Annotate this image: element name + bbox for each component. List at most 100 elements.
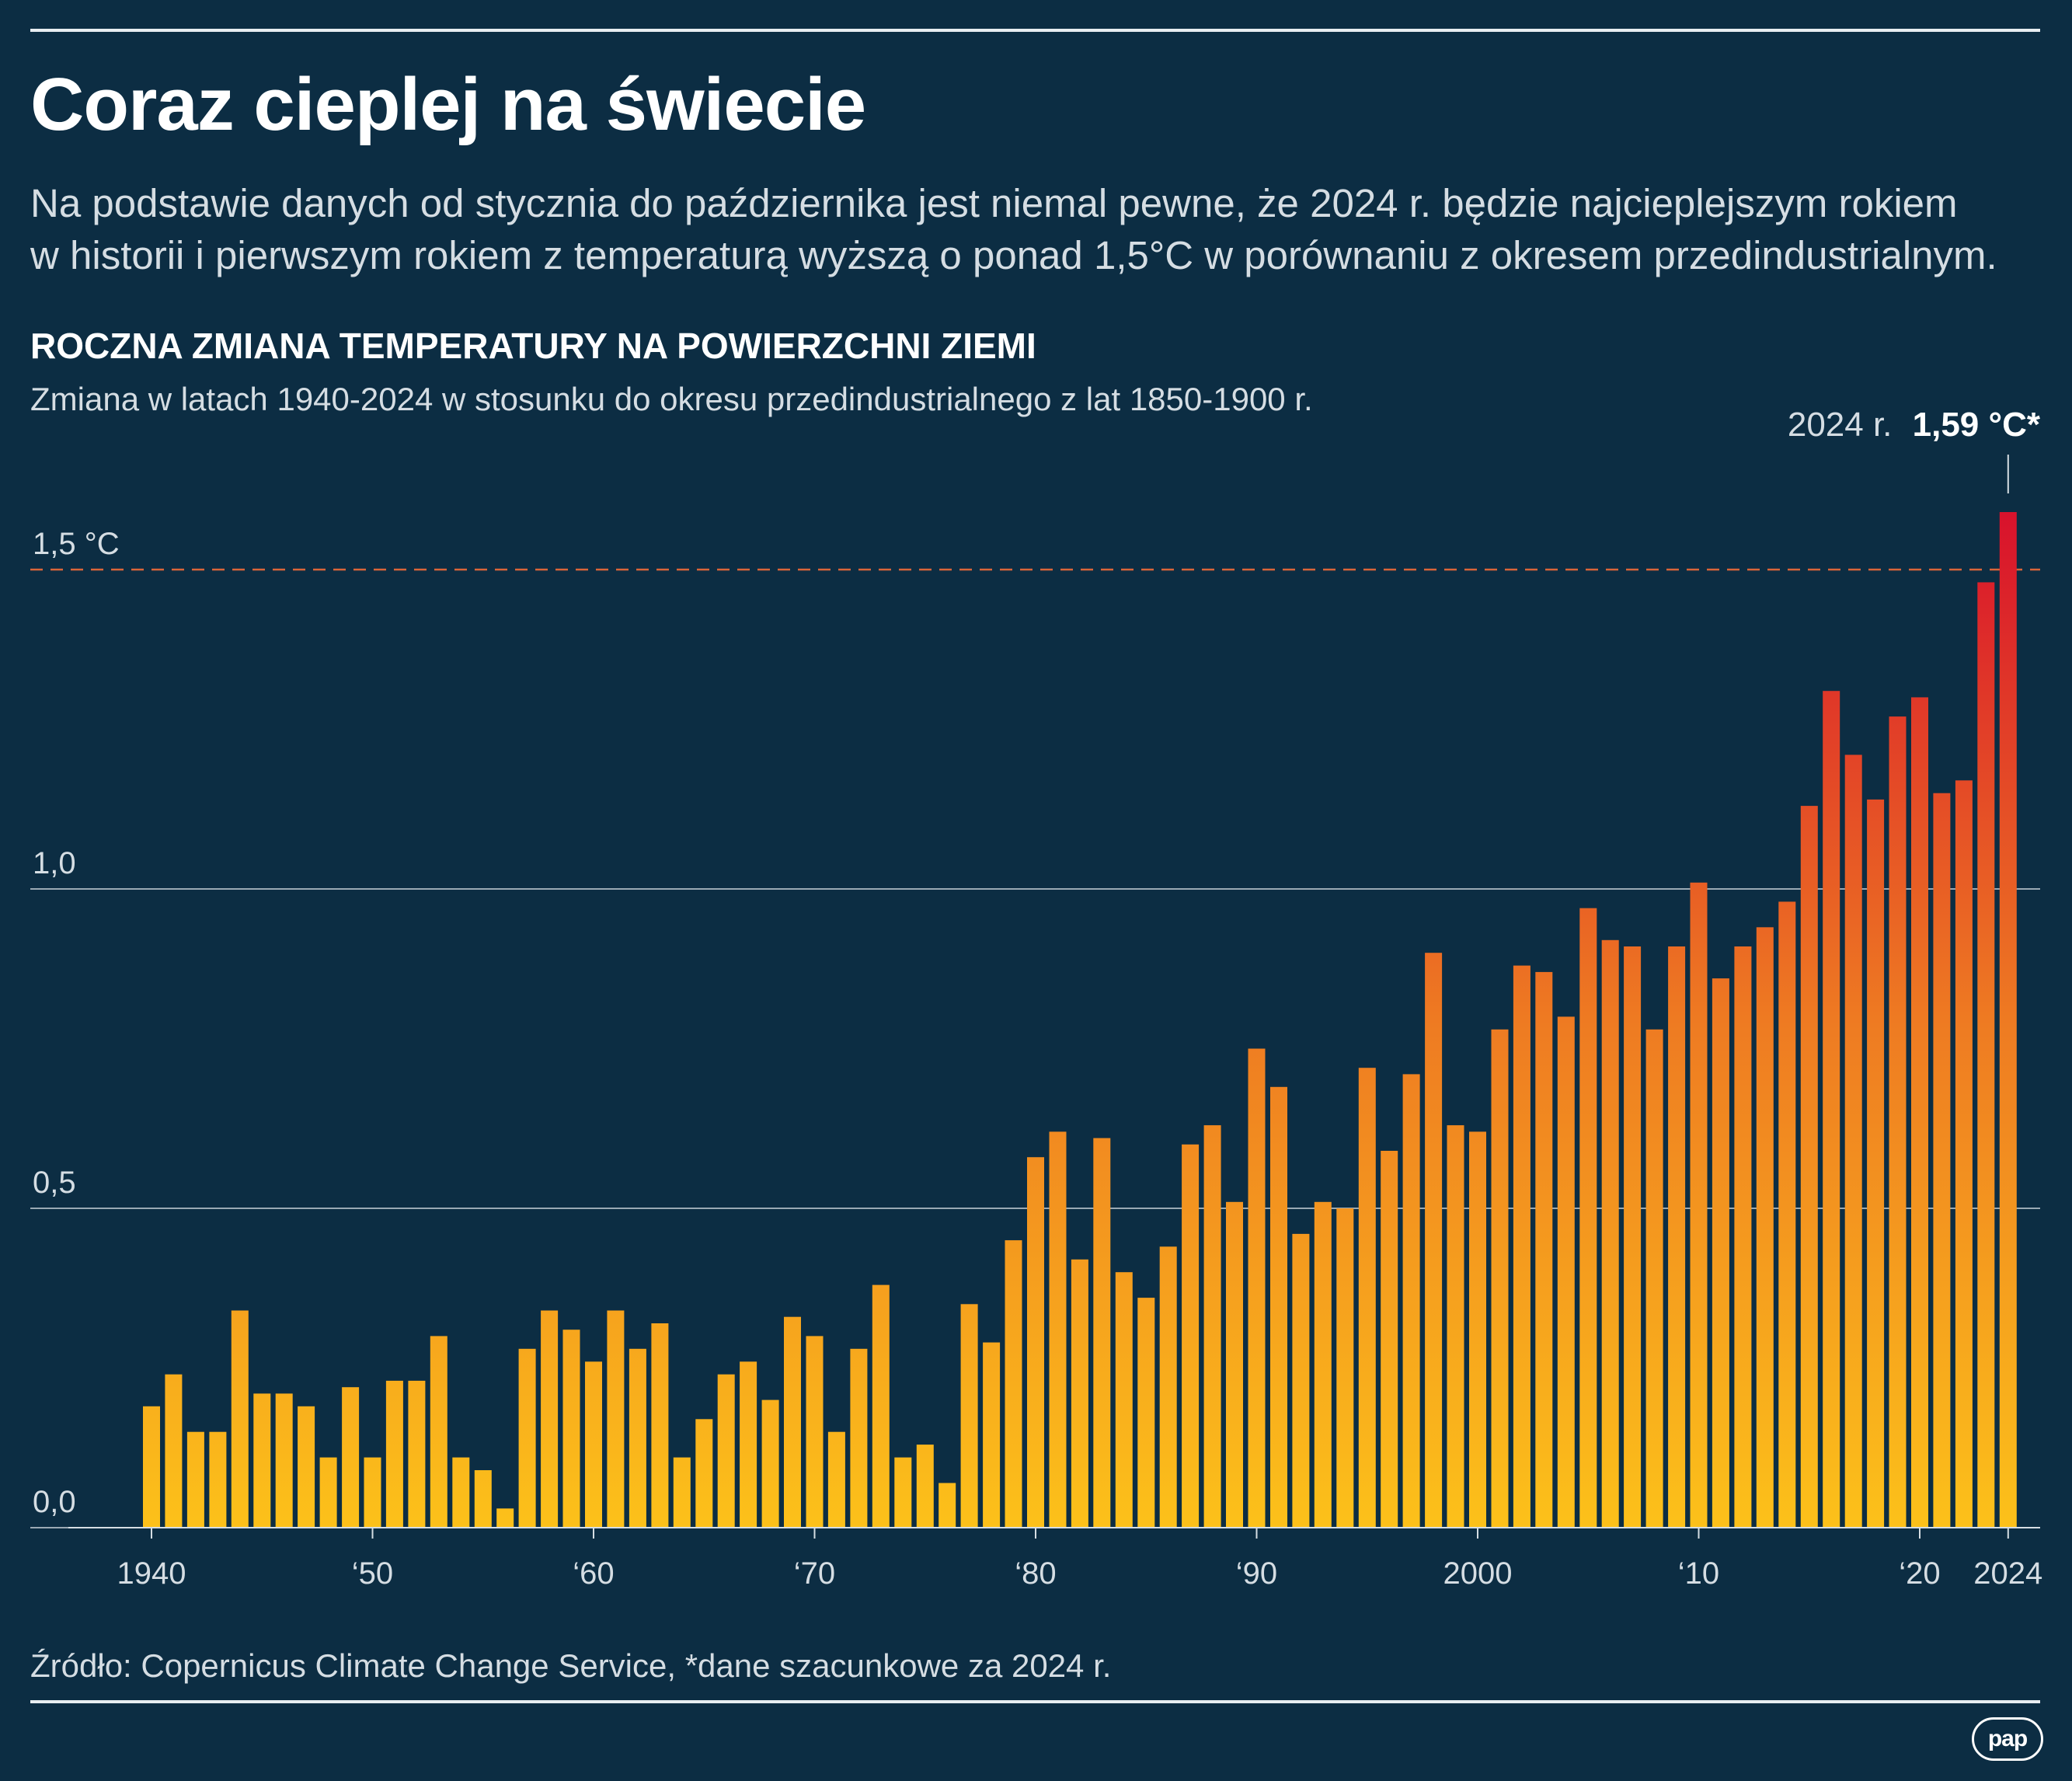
x-tick-label: ‘70	[794, 1556, 835, 1591]
bar-1997	[1402, 1074, 1420, 1528]
bar-2009	[1668, 946, 1686, 1528]
chart-subtitle: Zmiana w latach 1940-2024 w stosunku do …	[30, 381, 1313, 417]
bar-1956	[496, 1508, 514, 1528]
bar-1999	[1447, 1125, 1464, 1528]
x-tick-label: ‘50	[352, 1556, 393, 1591]
bar-1981	[1049, 1131, 1067, 1528]
bar-1961	[607, 1310, 625, 1528]
bar-1952	[408, 1380, 426, 1528]
bar-1980	[1027, 1157, 1044, 1528]
bar-1972	[850, 1348, 868, 1528]
bottom-rule	[30, 1700, 2040, 1703]
bar-2006	[1601, 939, 1619, 1528]
bar-1992	[1292, 1233, 1310, 1528]
subtitle-line-1: Na podstawie danych od stycznia do paźdz…	[30, 181, 1958, 225]
y-tick-label: 0,5	[33, 1166, 76, 1200]
chart-title: ROCZNA ZMIANA TEMPERATURY NA POWIERZCHNI…	[30, 326, 1036, 366]
bar-1940	[143, 1406, 160, 1528]
bar-2012	[1734, 946, 1752, 1528]
bar-1974	[894, 1457, 912, 1528]
bar-2016	[1823, 691, 1840, 1528]
bar-2000	[1469, 1131, 1486, 1528]
bar-2007	[1624, 946, 1642, 1528]
bar-1950	[364, 1457, 381, 1528]
x-tick-label: 1940	[117, 1556, 186, 1591]
x-tick-label: 2000	[1443, 1556, 1513, 1591]
annotation-label: 2024 r. 1,59 °C*	[1788, 406, 2041, 444]
bar-2018	[1867, 799, 1885, 1528]
bar-1975	[916, 1445, 934, 1528]
bar-2022	[1955, 780, 1973, 1528]
bar-1964	[673, 1457, 691, 1528]
x-tick-label: ‘60	[573, 1556, 614, 1591]
bar-1982	[1071, 1259, 1088, 1528]
bar-1957	[518, 1348, 536, 1528]
bar-1988	[1203, 1125, 1221, 1528]
x-tick-label: ‘20	[1899, 1556, 1940, 1591]
bar-1965	[695, 1419, 713, 1528]
bar-2014	[1778, 901, 1796, 1528]
subtitle-line-2: w historii i pierwszym rokiem z temperat…	[30, 233, 1997, 278]
bar-2013	[1756, 927, 1774, 1528]
bar-1969	[784, 1316, 801, 1528]
bar-1979	[1005, 1240, 1022, 1528]
y-tick-label: 1,0	[33, 846, 76, 880]
bar-2008	[1645, 1029, 1663, 1528]
bar-1993	[1314, 1201, 1332, 1528]
page-subtitle: Na podstawie danych od stycznia do paźdz…	[30, 177, 2042, 282]
bar-1983	[1093, 1138, 1111, 1528]
bar-2019	[1889, 716, 1907, 1528]
bar-1990	[1248, 1048, 1266, 1528]
bar-1963	[651, 1323, 669, 1528]
source-note: Źródło: Copernicus Climate Change Servic…	[30, 1647, 1112, 1684]
annotation-layer: 2024 r. 1,59 °C*	[1788, 406, 2041, 494]
bar-2003	[1535, 971, 1553, 1528]
x-tick-label: ‘80	[1015, 1556, 1056, 1591]
bar-1966	[717, 1374, 735, 1528]
bar-1954	[452, 1457, 470, 1528]
bar-1986	[1159, 1246, 1177, 1528]
bar-2021	[1933, 793, 1951, 1528]
bar-1967	[740, 1361, 757, 1528]
bar-2002	[1513, 965, 1530, 1528]
bar-1971	[827, 1431, 845, 1528]
bar-1960	[585, 1361, 602, 1528]
bar-1962	[629, 1348, 646, 1528]
bar-1943	[209, 1431, 227, 1528]
bar-1958	[541, 1310, 559, 1528]
annotation-prefix: 2024 r.	[1788, 406, 1893, 444]
bar-2011	[1712, 978, 1729, 1528]
bar-2010	[1690, 882, 1708, 1528]
bar-1977	[960, 1304, 978, 1528]
bar-1989	[1226, 1201, 1243, 1528]
bar-1944	[231, 1310, 249, 1528]
annotation-value: 1,59 °C*	[1913, 406, 2041, 444]
bar-1973	[872, 1284, 890, 1528]
bar-1995	[1358, 1068, 1376, 1528]
bar-1984	[1115, 1272, 1133, 1528]
bar-1970	[806, 1336, 824, 1528]
pap-logo: pap	[1972, 1717, 2043, 1761]
bar-2015	[1800, 806, 1818, 1528]
x-tick-label: 2024	[1973, 1556, 2042, 1591]
bar-1976	[938, 1483, 956, 1528]
axis-layer: 0,0 0,5 1,0 1,5 °C 1940 ‘50 ‘60 ‘70 ‘80 ‘90 2000 ‘1…	[33, 527, 2042, 1591]
bar-1955	[474, 1470, 492, 1528]
bar-1947	[298, 1406, 315, 1528]
bar-1998	[1425, 953, 1443, 1528]
y-tick-label: 0,0	[33, 1485, 76, 1519]
bar-1951	[385, 1380, 403, 1528]
bar-2004	[1557, 1016, 1575, 1528]
bar-2024	[1999, 512, 2017, 1528]
bar-1994	[1336, 1208, 1354, 1528]
bar-1953	[430, 1336, 447, 1528]
bar-1945	[253, 1393, 271, 1528]
x-tick-label: ‘10	[1678, 1556, 1719, 1591]
top-rule	[30, 29, 2040, 32]
bar-2020	[1911, 697, 1928, 1528]
bar-2017	[1844, 755, 1862, 1528]
bar-1991	[1270, 1086, 1287, 1528]
bar-1959	[562, 1330, 580, 1528]
bars-layer	[143, 512, 2017, 1528]
